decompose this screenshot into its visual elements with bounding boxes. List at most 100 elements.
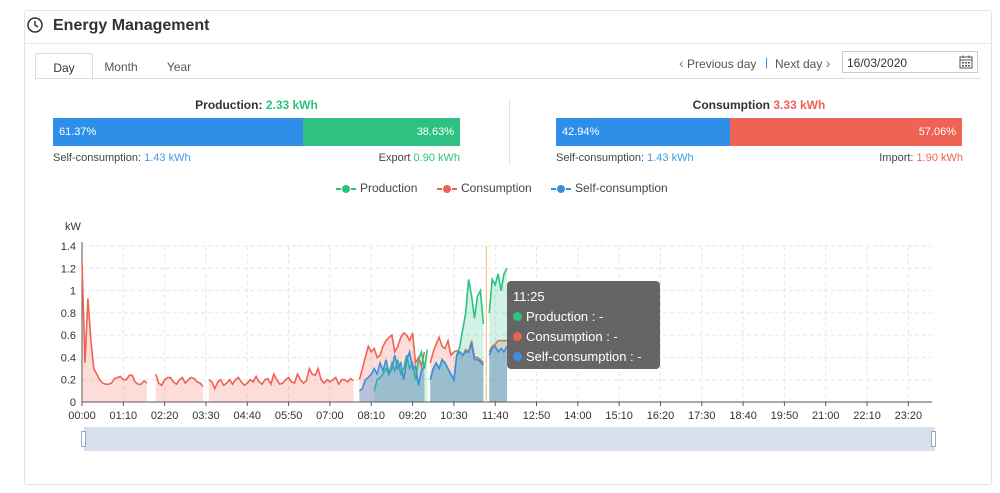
x-tick-label: 04:40: [234, 410, 262, 422]
consumption-bar: 42.94% 57.06%: [556, 118, 962, 146]
production-export-segment: 38.63%: [302, 118, 460, 146]
x-tick-label: 21:00: [812, 410, 840, 422]
chart-tooltip: 11:25 Production : - Consumption : - Sel…: [507, 281, 660, 369]
x-tick-label: 08:10: [357, 410, 385, 422]
tooltip-time: 11:25: [513, 289, 545, 304]
x-tick-label: 18:40: [729, 410, 757, 422]
consumption-title-label: Consumption: [692, 98, 774, 112]
tooltip-production-text: Production : -: [526, 309, 604, 324]
consumption-import-label: Import:: [879, 152, 917, 164]
x-tick-label: 05:50: [275, 410, 303, 422]
date-input[interactable]: 16/03/2020: [842, 51, 978, 73]
consumption-line: [81, 262, 148, 385]
production-self-pct: 61.37%: [59, 126, 97, 138]
production-area: [430, 279, 484, 402]
chevron-right-icon: ›: [825, 55, 831, 71]
zoom-handle-left[interactable]: [81, 431, 86, 447]
x-tick-label: 19:50: [771, 410, 799, 422]
tab-day[interactable]: Day: [35, 53, 93, 80]
legend-self-consumption[interactable]: Self-consumption: [551, 181, 668, 195]
y-tick-label: 1: [70, 286, 76, 298]
legend-production[interactable]: Production: [336, 181, 417, 195]
consumption-area: [430, 337, 484, 402]
legend-self-label: Self-consumption: [575, 181, 668, 195]
x-tick-label: 22:10: [853, 410, 881, 422]
consumption-area: [489, 340, 507, 402]
x-tick-label: 03:30: [192, 410, 220, 422]
x-tick-label: 01:10: [110, 410, 138, 422]
chevron-left-icon: ‹: [679, 55, 684, 71]
consumption-line: [155, 373, 204, 387]
y-tick-label: 1.2: [61, 263, 76, 275]
y-axis-label: kW: [65, 221, 82, 233]
tooltip-production: Production : -: [513, 309, 603, 324]
tooltip-consumption-text: Consumption : -: [526, 329, 618, 344]
production-self-label: Self-consumption:: [53, 152, 145, 164]
consumption-line: [358, 331, 426, 380]
zoom-handle-right[interactable]: [931, 431, 936, 447]
production-line: [488, 267, 508, 313]
production-total: 2.33 kWh: [265, 98, 318, 112]
zoom-slider-track[interactable]: [84, 427, 935, 451]
production-self-consumption: Self-consumption: 1.43 kWh: [53, 152, 191, 164]
tooltip-production-dot: [513, 312, 522, 321]
legend-production-marker: [336, 183, 356, 194]
consumption-area: [208, 368, 354, 402]
page-title: Energy Management: [53, 17, 210, 34]
date-value: 16/03/2020: [847, 56, 908, 70]
calendar-icon[interactable]: [959, 55, 973, 69]
self-consumption-line: [358, 348, 426, 392]
production-area: [489, 268, 507, 402]
legend-production-label: Production: [360, 181, 418, 195]
consumption-self-label: Self-consumption:: [556, 152, 648, 164]
production-line: [373, 348, 429, 392]
consumption-title: Consumption 3.33 kWh: [556, 98, 962, 112]
legend-consumption[interactable]: Consumption: [437, 181, 532, 195]
consumption-area: [155, 374, 203, 402]
y-tick-label: 0.8: [61, 308, 76, 320]
x-tick-label: 10:30: [440, 410, 468, 422]
consumption-import-pct: 57.06%: [918, 126, 956, 138]
summary-divider: [509, 99, 510, 165]
x-tick-label: 09:20: [399, 410, 427, 422]
x-tick-label: 02:20: [151, 410, 179, 422]
previous-day-link[interactable]: ‹ Previous day: [679, 55, 756, 71]
consumption-import-segment: 57.06%: [730, 118, 962, 146]
next-day-label: Next day: [775, 57, 823, 71]
tab-year[interactable]: Year: [166, 60, 192, 74]
x-tick-label: 15:10: [605, 410, 633, 422]
x-tick-label: 17:30: [688, 410, 716, 422]
previous-day-label: Previous day: [687, 57, 757, 71]
next-day-link[interactable]: Next day ›: [775, 55, 830, 71]
x-tick-label: 23:20: [895, 410, 923, 422]
clock-icon: [27, 17, 43, 33]
self-consumption-line: [488, 345, 508, 356]
production-export-value: 0.90 kWh: [413, 152, 460, 164]
production-self-segment: 61.37%: [53, 118, 303, 146]
production-title-label: Production:: [195, 98, 266, 112]
production-title: Production: 2.33 kWh: [53, 98, 460, 112]
y-tick-label: 1.4: [61, 241, 76, 253]
panel-header: Energy Management: [25, 11, 991, 44]
consumption-line: [208, 366, 354, 391]
x-tick-label: 12:50: [523, 410, 551, 422]
tab-month[interactable]: Month: [104, 60, 138, 74]
production-self-value: 1.43 kWh: [144, 152, 191, 164]
x-tick-label: 00:00: [68, 410, 96, 422]
x-tick-label: 11:40: [482, 410, 509, 422]
legend-consumption-label: Consumption: [461, 181, 532, 195]
production-export-pct: 38.63%: [416, 126, 454, 138]
tooltip-consumption-dot: [513, 332, 522, 341]
production-export-label: Export: [378, 152, 414, 164]
tooltip-consumption: Consumption : -: [513, 329, 618, 344]
consumption-self-segment: 42.94%: [556, 118, 731, 146]
legend-self-marker: [551, 183, 571, 194]
energy-management-panel: Energy Management Day Month Year ‹ Previ…: [24, 10, 992, 485]
consumption-self-value: 1.43 kWh: [647, 152, 694, 164]
tooltip-self-dot: [513, 352, 522, 361]
x-tick-label: 16:20: [647, 410, 675, 422]
consumption-self-consumption: Self-consumption: 1.43 kWh: [556, 152, 694, 164]
x-tick-label: 14:00: [564, 410, 592, 422]
consumption-self-pct: 42.94%: [562, 126, 600, 138]
self-consumption-line: [429, 341, 484, 383]
